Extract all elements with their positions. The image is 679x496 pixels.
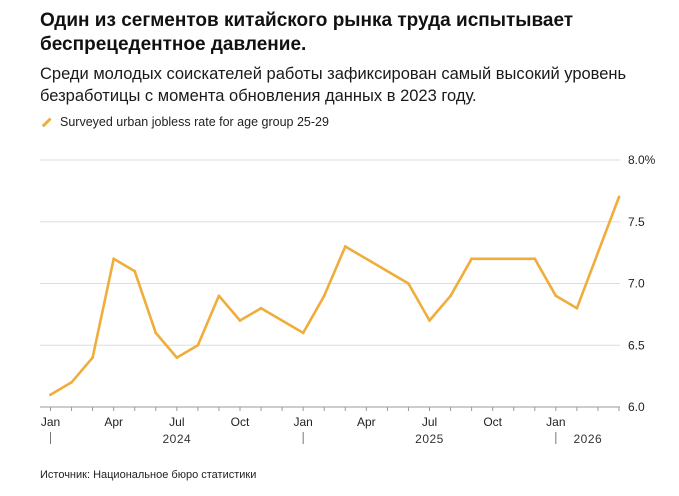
data-point <box>343 245 347 248</box>
data-point <box>575 306 579 310</box>
x-tick-label: Apr <box>104 415 123 429</box>
legend: Surveyed urban jobless rate for age grou… <box>40 115 329 129</box>
data-point <box>554 294 558 298</box>
x-tick-label: Jan <box>41 415 60 429</box>
data-point <box>533 257 537 261</box>
data-point <box>238 319 242 322</box>
x-tick-label: Apr <box>357 415 376 429</box>
legend-label: Surveyed urban jobless rate for age grou… <box>60 115 329 129</box>
year-label: 2026 <box>573 432 602 446</box>
y-tick-label: 7.5 <box>628 215 645 229</box>
year-label: 2025 <box>415 432 444 446</box>
data-point <box>70 380 73 384</box>
data-point <box>133 269 137 273</box>
data-point <box>449 294 452 298</box>
x-tick-label: Oct <box>231 415 250 429</box>
data-point <box>322 294 326 298</box>
y-tick-label: 6.0 <box>628 400 645 414</box>
y-tick-label: 7.0 <box>628 277 645 291</box>
chart-subtitle: Среди молодых соискателей работы зафикси… <box>40 65 627 105</box>
series-line <box>49 195 621 396</box>
data-point <box>112 257 116 261</box>
data-point <box>91 356 95 359</box>
source-note: Источник: Национальное бюро статистики <box>40 469 257 481</box>
year-label: 2024 <box>162 432 191 446</box>
x-tick-label: Jul <box>422 415 437 429</box>
y-tick-label: 8.0% <box>628 153 656 167</box>
data-point <box>259 306 263 310</box>
data-point <box>470 257 474 261</box>
data-point <box>196 343 200 347</box>
data-point <box>154 331 158 335</box>
data-point <box>428 319 431 322</box>
data-point <box>407 282 410 285</box>
data-point <box>175 356 179 359</box>
data-point <box>301 331 305 335</box>
data-point <box>49 393 52 397</box>
data-point <box>617 195 621 199</box>
y-tick-label: 6.5 <box>628 338 645 352</box>
data-point <box>217 294 221 298</box>
x-tick-label: Jul <box>169 415 184 429</box>
x-tick-label: Oct <box>483 415 502 429</box>
x-tick-label: Jan <box>293 415 312 429</box>
chart-title: Один из сегментов китайского рынка труда… <box>40 10 574 55</box>
x-tick-label: Jan <box>546 415 565 429</box>
